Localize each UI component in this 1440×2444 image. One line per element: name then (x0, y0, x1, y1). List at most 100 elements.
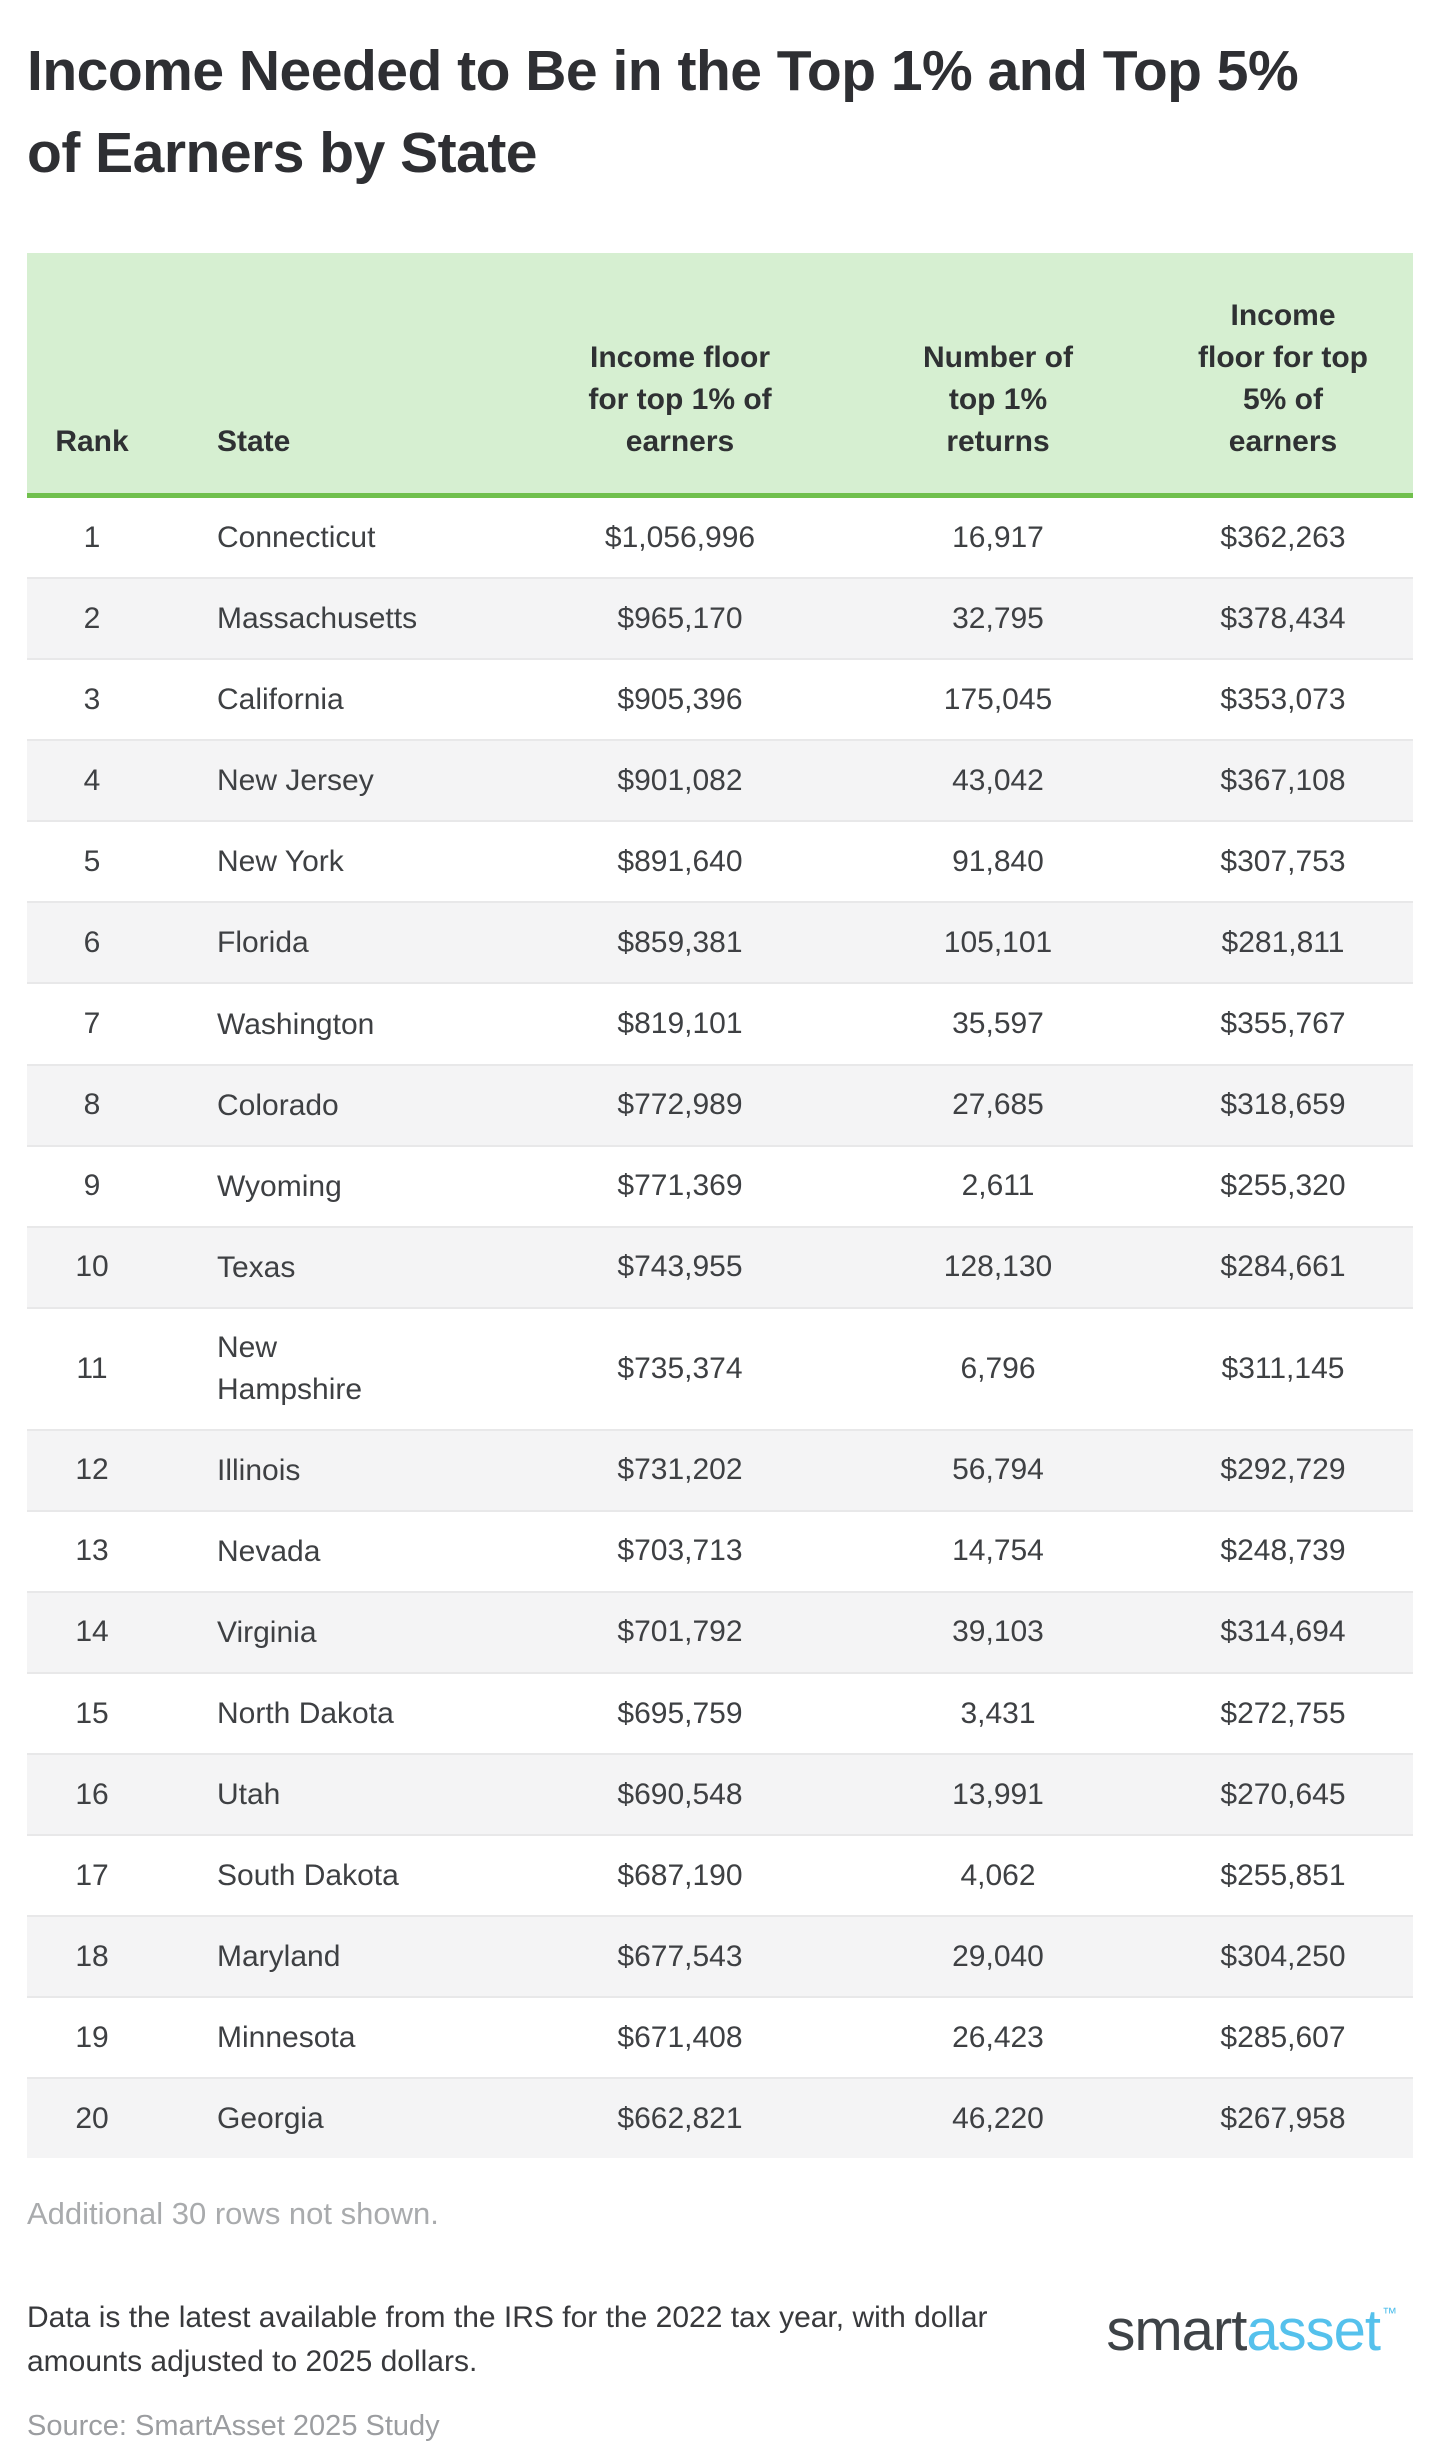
income-top5-cell: $353,073 (1220, 682, 1346, 716)
income-top5-cell: $311,145 (1221, 1351, 1345, 1385)
returns-top1-cell: 39,103 (952, 1615, 1044, 1649)
table-row: 5 New York $891,640 91,840 $307,753 (27, 821, 1413, 902)
income-top5-cell: $248,739 (1220, 1534, 1346, 1568)
rank-cell: 15 (75, 1696, 109, 1730)
page-title: Income Needed to Be in the Top 1% and To… (27, 39, 1299, 185)
returns-top1-cell: 4,062 (960, 1858, 1036, 1892)
state-cell: New Jersey (157, 740, 517, 821)
rank-cell: 7 (83, 1007, 101, 1040)
income-table: Rank State Income floor for top 1% of ea… (27, 253, 1413, 2159)
rank-cell: 5 (83, 844, 101, 878)
logo-text-asset: asset (1246, 2298, 1381, 2364)
state-name: Utah (217, 1778, 281, 1812)
table-row: 13 Nevada $703,713 14,754 $248,739 (27, 1510, 1413, 1592)
table-row: 7 Washington $819,101 35,597 $355,767 (27, 983, 1413, 1064)
state-name: Florida (217, 926, 309, 960)
rank-cell: 18 (75, 1939, 109, 1973)
returns-top1-cell: 105,101 (943, 925, 1053, 959)
income-top5-cell: $355,767 (1220, 1007, 1346, 1040)
income-top5-cell: $270,645 (1220, 1777, 1346, 1811)
smartasset-logo: smartasset ™ (1106, 2302, 1413, 2375)
income-top1-cell: $690,548 (617, 1777, 743, 1811)
table-header-row: Rank State Income floor for top 1% of ea… (27, 253, 1413, 496)
state-cell: Wyoming (157, 1146, 517, 1227)
column-header-returns-top1: Number of top 1% returns (843, 253, 1153, 496)
returns-top1-cell: 91,840 (952, 844, 1044, 878)
income-top5-cell: $255,851 (1220, 1858, 1346, 1892)
income-top5-cell: $281,811 (1221, 925, 1345, 959)
income-top5-cell: $307,753 (1220, 844, 1346, 878)
returns-top1-cell: 43,042 (952, 763, 1044, 797)
returns-top1-cell: 13,991 (952, 1777, 1044, 1811)
state-cell: Minnesota (157, 1997, 517, 2078)
state-name: New Jersey (217, 764, 374, 798)
income-top5-cell: $314,694 (1220, 1615, 1346, 1649)
table-row: 12 Illinois $731,202 56,794 $292,729 (27, 1429, 1413, 1511)
returns-top1-cell: 3,431 (960, 1696, 1036, 1730)
rank-cell: 11 (76, 1351, 108, 1385)
state-name: Minnesota (217, 2021, 356, 2055)
rank-cell: 13 (75, 1534, 109, 1568)
returns-top1-cell: 2,611 (961, 1169, 1035, 1203)
data-footnote: Data is the latest available from the IR… (27, 2301, 988, 2379)
returns-top1-cell: 56,794 (952, 1453, 1044, 1487)
state-cell: New Hampshire (157, 1308, 517, 1430)
state-cell: Illinois (157, 1430, 517, 1511)
additional-rows-note: Additional 30 rows not shown. (27, 2196, 439, 2232)
returns-top1-cell: 6,796 (960, 1351, 1036, 1385)
income-top5-cell: $284,661 (1220, 1250, 1346, 1284)
income-top1-cell: $671,408 (617, 2020, 743, 2054)
table-body: 1 Connecticut $1,056,996 16,917 $362,263… (27, 496, 1413, 2159)
returns-top1-cell: 32,795 (952, 601, 1044, 635)
state-cell: Colorado (157, 1065, 517, 1146)
income-top1-cell: $891,640 (617, 844, 743, 878)
income-top1-cell: $703,713 (617, 1534, 743, 1568)
source-note: Source: SmartAsset 2025 Study (27, 2410, 440, 2443)
income-top5-cell: $362,263 (1220, 520, 1346, 554)
table-row: 1 Connecticut $1,056,996 16,917 $362,263 (27, 496, 1413, 579)
rank-cell: 14 (75, 1615, 109, 1649)
state-name: North Dakota (217, 1697, 394, 1731)
rank-cell: 4 (83, 763, 101, 797)
state-name: Connecticut (217, 521, 376, 555)
income-top1-cell: $905,396 (617, 682, 743, 716)
rank-cell: 3 (83, 682, 101, 716)
table-row: 2 Massachusetts $965,170 32,795 $378,434 (27, 578, 1413, 660)
table-row: 17 South Dakota $687,190 4,062 $255,851 (27, 1835, 1413, 1916)
returns-top1-cell: 46,220 (952, 2101, 1044, 2135)
state-cell: California (157, 659, 517, 740)
state-cell: Utah (157, 1754, 517, 1835)
trademark-symbol: ™ (1382, 2305, 1397, 2323)
rank-cell: 1 (83, 520, 101, 554)
income-top5-cell: $272,755 (1220, 1696, 1346, 1730)
state-cell: Virginia (157, 1592, 517, 1673)
table-row: 20 Georgia $662,821 46,220 $267,958 (27, 2078, 1413, 2159)
rank-cell: 10 (75, 1250, 109, 1284)
state-cell: Nevada (157, 1511, 517, 1592)
table-row: 8 Colorado $772,989 27,685 $318,659 (27, 1064, 1413, 1146)
income-top5-cell: $304,250 (1220, 1939, 1346, 1973)
table-row: 4 New Jersey $901,082 43,042 $367,108 (27, 740, 1413, 822)
state-name: Washington (217, 1007, 375, 1041)
returns-top1-cell: 16,917 (952, 520, 1044, 554)
returns-top1-cell: 29,040 (952, 1939, 1044, 1973)
income-top5-cell: $292,729 (1220, 1453, 1346, 1487)
state-name: Colorado (217, 1088, 339, 1122)
state-cell: Georgia (157, 2078, 517, 2158)
logo-text-smart: smart (1106, 2298, 1247, 2364)
state-name: Georgia (217, 2102, 324, 2136)
table-row: 16 Utah $690,548 13,991 $270,645 (27, 1754, 1413, 1836)
state-name: Maryland (217, 1940, 341, 1974)
rank-cell: 6 (83, 925, 101, 959)
rank-cell: 12 (75, 1453, 109, 1487)
state-name: Virginia (217, 1616, 317, 1650)
footer: Data is the latest available from the IR… (27, 2296, 1413, 2384)
income-top1-cell: $701,792 (617, 1615, 743, 1649)
income-top1-cell: $695,759 (617, 1696, 743, 1730)
table-row: 15 North Dakota $695,759 3,431 $272,755 (27, 1673, 1413, 1754)
state-name: California (217, 683, 344, 717)
rank-cell: 9 (83, 1169, 101, 1203)
returns-top1-cell: 27,685 (952, 1088, 1044, 1122)
state-cell: North Dakota (157, 1673, 517, 1754)
table-header: Rank State Income floor for top 1% of ea… (27, 253, 1413, 496)
